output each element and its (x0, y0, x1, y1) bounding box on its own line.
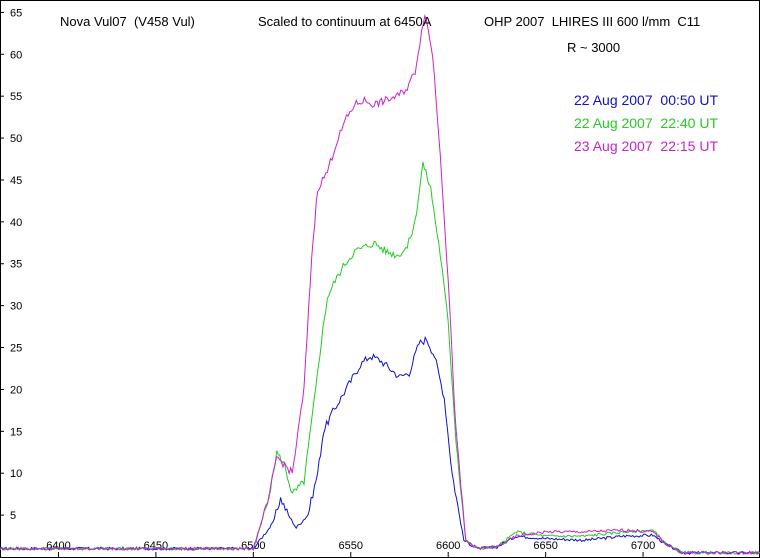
chart-title-object: Nova Vul07 (V458 Vul) (60, 14, 195, 29)
y-tick-label: 25 (10, 343, 22, 355)
x-tick-label: 6650 (533, 540, 557, 552)
legend-entry-3: 23 Aug 2007 22:15 UT (574, 138, 718, 154)
y-tick-label: 45 (10, 175, 22, 187)
chart-title-scaling: Scaled to continuum at 6450A (258, 14, 432, 29)
legend-entry-1: 22 Aug 2007 00:50 UT (574, 92, 718, 108)
y-tick-label: 10 (10, 468, 22, 480)
y-tick-label: 60 (10, 49, 22, 61)
y-tick-label: 40 (10, 217, 22, 229)
y-tick-label: 30 (10, 301, 22, 313)
y-tick-label: 20 (10, 384, 22, 396)
y-tick-label: 65 (10, 7, 22, 19)
y-tick-label: 5 (10, 510, 16, 522)
y-tick-label: 35 (10, 259, 22, 271)
x-tick-label: 6700 (631, 540, 655, 552)
series-line-1 (0, 335, 760, 555)
legend-entry-2: 22 Aug 2007 22:40 UT (574, 115, 718, 131)
y-tick-label: 50 (10, 133, 22, 145)
x-tick-label: 6450 (144, 540, 168, 552)
y-tick-label: 15 (10, 426, 22, 438)
x-tick-label: 6600 (436, 540, 460, 552)
y-tick-label: 55 (10, 91, 22, 103)
x-tick-label: 6550 (339, 540, 363, 552)
series-line-2 (0, 161, 760, 556)
chart-title-instrument: OHP 2007 LHIRES III 600 l/mm C11 (484, 14, 701, 29)
series-line-3 (0, 14, 760, 556)
chart-subtitle-resolution: R ~ 3000 (567, 40, 621, 55)
